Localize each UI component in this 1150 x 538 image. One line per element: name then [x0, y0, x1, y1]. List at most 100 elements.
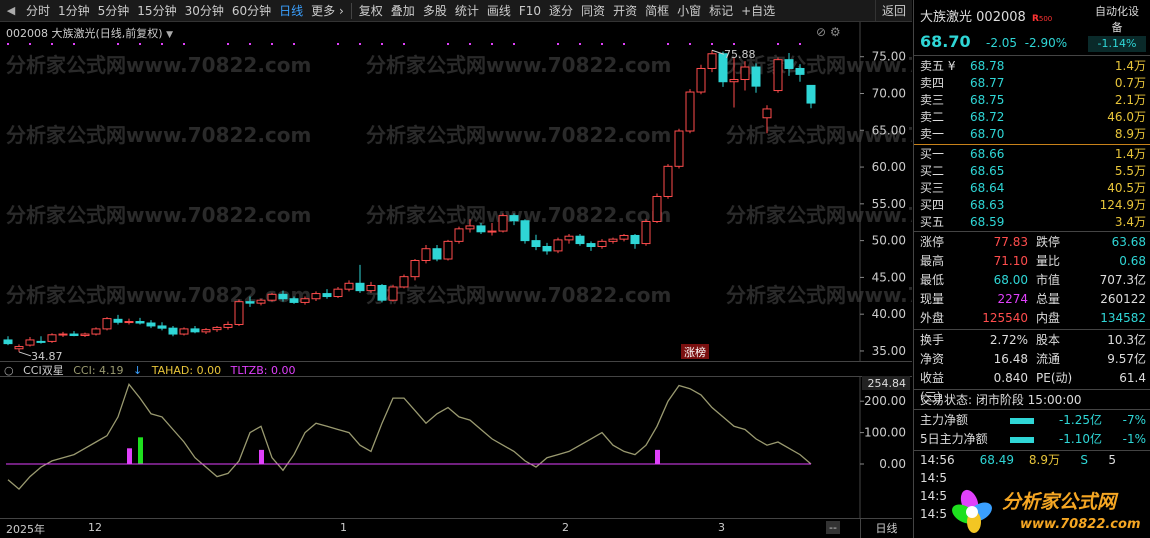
- bid-row[interactable]: 买三 68.64 40.5万: [914, 180, 1150, 197]
- by-minute-button[interactable]: 逐分: [549, 3, 574, 18]
- ask-row[interactable]: 卖二 68.72 46.0万: [914, 109, 1150, 126]
- stat-value: 63.68: [1111, 235, 1146, 249]
- tab-minute[interactable]: 分时: [26, 3, 51, 18]
- draw-line-button[interactable]: 画线: [486, 3, 511, 18]
- ask-row[interactable]: 卖三 68.75 2.1万: [914, 92, 1150, 109]
- flow-bar: [1010, 436, 1034, 443]
- ask-row[interactable]: 卖一 68.70 8.9万: [914, 126, 1150, 143]
- watermark-text: 分析家公式网www.70822.com: [366, 283, 671, 307]
- indicator-name[interactable]: CCI双星: [23, 364, 64, 377]
- candle-body: [146, 322, 156, 327]
- f10-button[interactable]: F10: [518, 3, 542, 18]
- candle-body: [135, 321, 145, 324]
- ask-row[interactable]: 卖四 68.77 0.7万: [914, 75, 1150, 92]
- date-label-dec: 12: [88, 521, 102, 534]
- watermark-text: 分析家公式网www.70822.com: [726, 283, 912, 307]
- signal-dot: [117, 43, 119, 45]
- simple-frame-button[interactable]: 简框: [645, 3, 670, 18]
- adjust-button[interactable]: 复权: [358, 3, 383, 18]
- y-max-label: 254.84: [868, 377, 907, 390]
- candle-body: [377, 284, 387, 301]
- add-watchlist-button[interactable]: +自选: [741, 3, 776, 18]
- stat-value: 77.83: [993, 235, 1028, 249]
- stat-value: 2274: [997, 292, 1028, 306]
- open-button[interactable]: 开资: [613, 3, 638, 18]
- bid-price: 68.65: [970, 164, 1005, 178]
- multi-stock-button[interactable]: 多股: [422, 3, 447, 18]
- watermark-text: 分析家公式网www.70822.com: [6, 203, 311, 227]
- site-logo: 分析家公式网 www.70822.com: [952, 489, 1141, 533]
- signal-bar: [259, 449, 264, 464]
- watermark-text: 分析家公式网www.70822.com: [6, 53, 311, 77]
- kline-chart[interactable]: 分析家公式网www.70822.com 分析家公式网www.70822.com 分析…: [0, 22, 1031, 363]
- tick-row: 14:5: [914, 469, 1150, 487]
- bid-row[interactable]: 买二 68.65 5.5万: [914, 163, 1150, 180]
- period-selector[interactable]: 日线: [860, 519, 912, 538]
- flow-pct: -7%: [1122, 413, 1146, 427]
- stats-block-b: 换手 2.72% 股本 10.3亿 净资 16.48 流通 9.57亿 收益(三) 0.840 PE…: [914, 330, 1150, 404]
- ask-volume: 8.9万: [1114, 127, 1146, 141]
- hide-icon[interactable]: ⊘: [816, 25, 827, 39]
- low-label: 34.87: [31, 350, 63, 362]
- tab-more[interactable]: 更多 ›: [311, 3, 344, 18]
- candle-body: [784, 59, 794, 69]
- y-tick-label: 60.00: [872, 160, 906, 174]
- stat-label: 最高: [920, 254, 945, 268]
- candle-body: [124, 321, 134, 324]
- candle-body: [542, 246, 552, 252]
- bid-row[interactable]: 买四 68.63 124.9万: [914, 197, 1150, 214]
- sector-name-2: 备: [1111, 21, 1123, 34]
- bid-price: 68.59: [970, 215, 1005, 229]
- stat-row: 净资 16.48 流通 9.57亿: [914, 350, 1150, 369]
- scroll-control[interactable]: --: [826, 521, 840, 534]
- stat-label: 内盘: [1036, 311, 1061, 325]
- candle-body: [201, 329, 211, 333]
- overlay-button[interactable]: 叠加: [390, 3, 415, 18]
- tick-time: 14:5: [920, 471, 947, 485]
- collapse-left-icon[interactable]: ◀: [6, 4, 16, 17]
- indicator-chart[interactable]: 254.84 200.00 100.00 0.00: [0, 376, 912, 518]
- bid-row[interactable]: 买五 68.59 3.4万: [914, 214, 1150, 231]
- change-value: -2.05: [986, 36, 1018, 50]
- peer-button[interactable]: 同资: [581, 3, 606, 18]
- stat-label: 市值: [1036, 273, 1061, 287]
- ask-volume: 2.1万: [1114, 93, 1146, 107]
- gear-icon[interactable]: ⚙: [829, 25, 841, 39]
- bid-label: 买三: [920, 181, 945, 195]
- signal-dot: [7, 43, 9, 45]
- flow-row[interactable]: 主力净额 -1.25亿 -7%: [914, 411, 1150, 430]
- tab-30min[interactable]: 30分钟: [184, 3, 224, 18]
- tick-row: 14:5: [914, 487, 1150, 505]
- flow-row[interactable]: 5日主力净额 -1.10亿 -1%: [914, 430, 1150, 449]
- sector-tag[interactable]: 自动化设 备 -1.14%: [1088, 4, 1146, 52]
- stat-value: 125540: [982, 311, 1028, 325]
- tab-5min[interactable]: 5分钟: [97, 3, 130, 18]
- date-label-feb: 2: [562, 521, 569, 534]
- bid-volume: 40.5万: [1107, 181, 1146, 195]
- watermark-text: 分析家公式网www.70822.com: [6, 283, 311, 307]
- ask-row[interactable]: 卖五 ¥ 68.78 1.4万: [914, 58, 1150, 75]
- stat-value: 9.57亿: [1107, 352, 1146, 366]
- candle-body: [344, 282, 354, 290]
- tab-daily[interactable]: 日线: [279, 3, 304, 18]
- tab-1min[interactable]: 1分钟: [58, 3, 90, 18]
- bid-row[interactable]: 买一 68.66 1.4万: [914, 146, 1150, 163]
- stat-row: 涨停 77.83 跌停 63.68: [914, 233, 1150, 252]
- ask-price: 68.77: [970, 76, 1005, 90]
- flow-label: 主力净额: [920, 413, 969, 427]
- back-button[interactable]: 返回: [874, 0, 912, 22]
- stats-button[interactable]: 统计: [454, 3, 479, 18]
- stat-label: 外盘: [920, 311, 945, 325]
- candle-body: [806, 84, 816, 104]
- stat-value: 2.72%: [989, 333, 1028, 347]
- stats-block-a: 涨停 77.83 跌停 63.68 最高 71.10 量比 0.68 最低 68.00 市值 707.…: [914, 232, 1150, 330]
- chevron-down-icon[interactable]: ▼: [166, 30, 173, 40]
- candle-body: [454, 228, 464, 242]
- tab-60min[interactable]: 60分钟: [231, 3, 272, 18]
- tab-15min[interactable]: 15分钟: [137, 3, 177, 18]
- gainers-tag[interactable]: [681, 344, 709, 359]
- mini-window-button[interactable]: 小窗: [677, 3, 702, 18]
- indicator-menu-icon[interactable]: ○: [4, 364, 14, 377]
- mark-button[interactable]: 标记: [709, 3, 734, 18]
- chart-controls: ⊘ ⚙: [816, 25, 841, 39]
